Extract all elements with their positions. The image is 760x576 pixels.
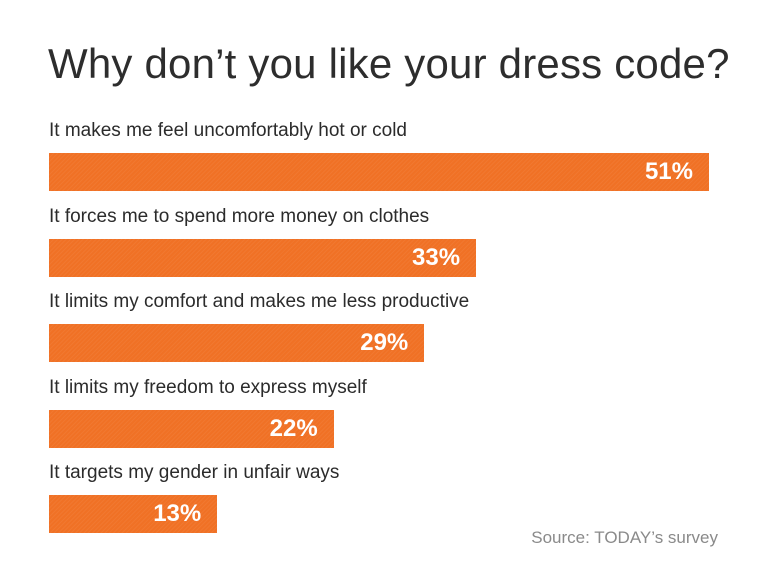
category-label: It limits my comfort and makes me less p… xyxy=(49,291,470,312)
bar: 29% xyxy=(49,324,425,362)
category-label: It makes me feel uncomfortably hot or co… xyxy=(49,120,407,141)
bar-value-label: 29% xyxy=(360,329,409,356)
bar-value-label: 22% xyxy=(269,414,318,442)
bar: 22% xyxy=(49,409,334,448)
category-label: It targets my gender in unfair ways xyxy=(49,462,340,483)
bar-value-label: 13% xyxy=(153,500,202,527)
bar-value-label: 51% xyxy=(644,158,693,185)
bar: 33% xyxy=(49,238,477,277)
category-label: It forces me to spend more money on clot… xyxy=(49,205,430,227)
bar-value-label: 33% xyxy=(412,243,461,271)
bar: 51% xyxy=(49,153,709,191)
chart-title: Why don’t you like your dress code? xyxy=(48,40,730,87)
source-note: Source: TODAY’s survey xyxy=(531,528,718,547)
category-label: It limits my freedom to express myself xyxy=(49,376,367,398)
bar: 13% xyxy=(49,495,218,533)
